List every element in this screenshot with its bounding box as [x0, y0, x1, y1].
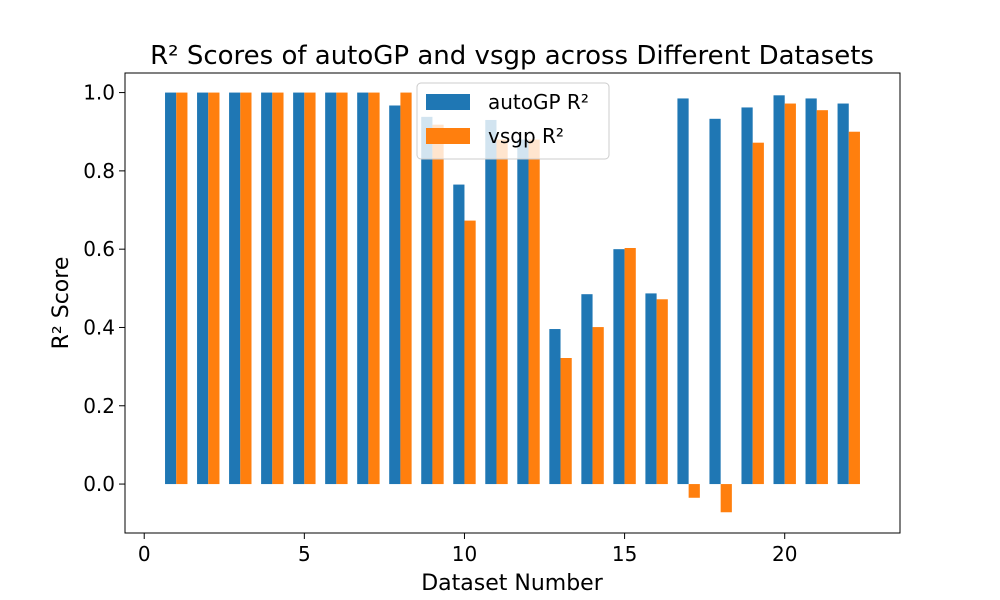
bar-autogp-2 — [197, 92, 209, 485]
bar-vsgp-5 — [304, 92, 316, 485]
bar-vsgp-1 — [176, 92, 188, 485]
x-tick-label: 20 — [772, 542, 797, 566]
x-tick-label: 0 — [138, 542, 151, 566]
bar-autogp-9 — [421, 116, 433, 485]
bar-autogp-11 — [485, 119, 497, 485]
x-tick-label: 10 — [452, 542, 477, 566]
y-tick-label: 1.0 — [83, 81, 115, 105]
plot-frame — [124, 72, 901, 534]
bar-vsgp-16 — [656, 299, 668, 485]
bar-autogp-16 — [645, 293, 657, 485]
bar-vsgp-2 — [208, 92, 220, 485]
legend: autoGP R² vsgp R² — [416, 82, 610, 160]
bar-autogp-13 — [549, 329, 561, 485]
bar-autogp-1 — [165, 92, 177, 485]
bar-vsgp-10 — [464, 220, 476, 485]
legend-swatch-autogp — [426, 94, 470, 110]
x-tick-label: 5 — [298, 542, 311, 566]
bar-autogp-21 — [805, 98, 817, 485]
bar-vsgp-7 — [368, 92, 380, 485]
bar-vsgp-18 — [720, 484, 732, 513]
bar-vsgp-15 — [624, 247, 636, 485]
legend-swatch-vsgp — [426, 128, 470, 144]
bar-autogp-6 — [325, 92, 337, 485]
bar-vsgp-4 — [272, 92, 284, 485]
bar-autogp-7 — [357, 92, 369, 485]
bars-group — [165, 92, 860, 513]
bar-autogp-17 — [677, 98, 689, 485]
bar-vsgp-8 — [400, 92, 412, 485]
bar-vsgp-13 — [560, 358, 572, 485]
bar-vsgp-20 — [784, 103, 796, 485]
bar-autogp-18 — [709, 118, 721, 485]
y-tick-label: 0.0 — [83, 472, 115, 496]
bar-autogp-14 — [581, 294, 593, 485]
bar-autogp-4 — [261, 92, 273, 485]
bar-vsgp-11 — [496, 139, 508, 485]
bar-vsgp-3 — [240, 92, 252, 485]
bar-autogp-20 — [773, 95, 785, 485]
y-axis-label: R² Score — [49, 257, 74, 350]
y-tick-label: 0.6 — [83, 237, 115, 261]
bar-autogp-12 — [517, 139, 529, 485]
chart-title: R² Scores of autoGP and vsgp across Diff… — [150, 41, 874, 71]
bar-vsgp-19 — [752, 142, 764, 485]
bar-autogp-5 — [293, 92, 305, 485]
y-tick-label: 0.4 — [83, 315, 115, 339]
y-axis-ticks: 0.0 0.2 0.4 0.6 0.8 1.0 — [83, 81, 125, 496]
y-tick-label: 0.8 — [83, 159, 115, 183]
bar-autogp-10 — [453, 184, 465, 485]
bar-vsgp-6 — [336, 92, 348, 485]
bar-vsgp-12 — [528, 139, 540, 485]
bar-vsgp-14 — [592, 327, 604, 485]
legend-label-autogp: autoGP R² — [488, 90, 589, 114]
x-axis-ticks: 0 5 10 15 20 — [138, 533, 797, 566]
bar-autogp-22 — [837, 103, 849, 485]
legend-label-vsgp: vsgp R² — [488, 124, 564, 148]
bar-vsgp-22 — [848, 131, 860, 485]
bar-autogp-3 — [229, 92, 241, 485]
bar-autogp-8 — [389, 105, 401, 485]
bar-vsgp-9 — [432, 124, 444, 485]
x-axis-label: Dataset Number — [421, 571, 603, 596]
bar-vsgp-17 — [688, 484, 700, 498]
bar-autogp-19 — [741, 107, 753, 485]
bar-autogp-15 — [613, 249, 625, 485]
y-tick-label: 0.2 — [83, 394, 115, 418]
bar-vsgp-21 — [816, 110, 828, 485]
x-tick-label: 15 — [612, 542, 637, 566]
